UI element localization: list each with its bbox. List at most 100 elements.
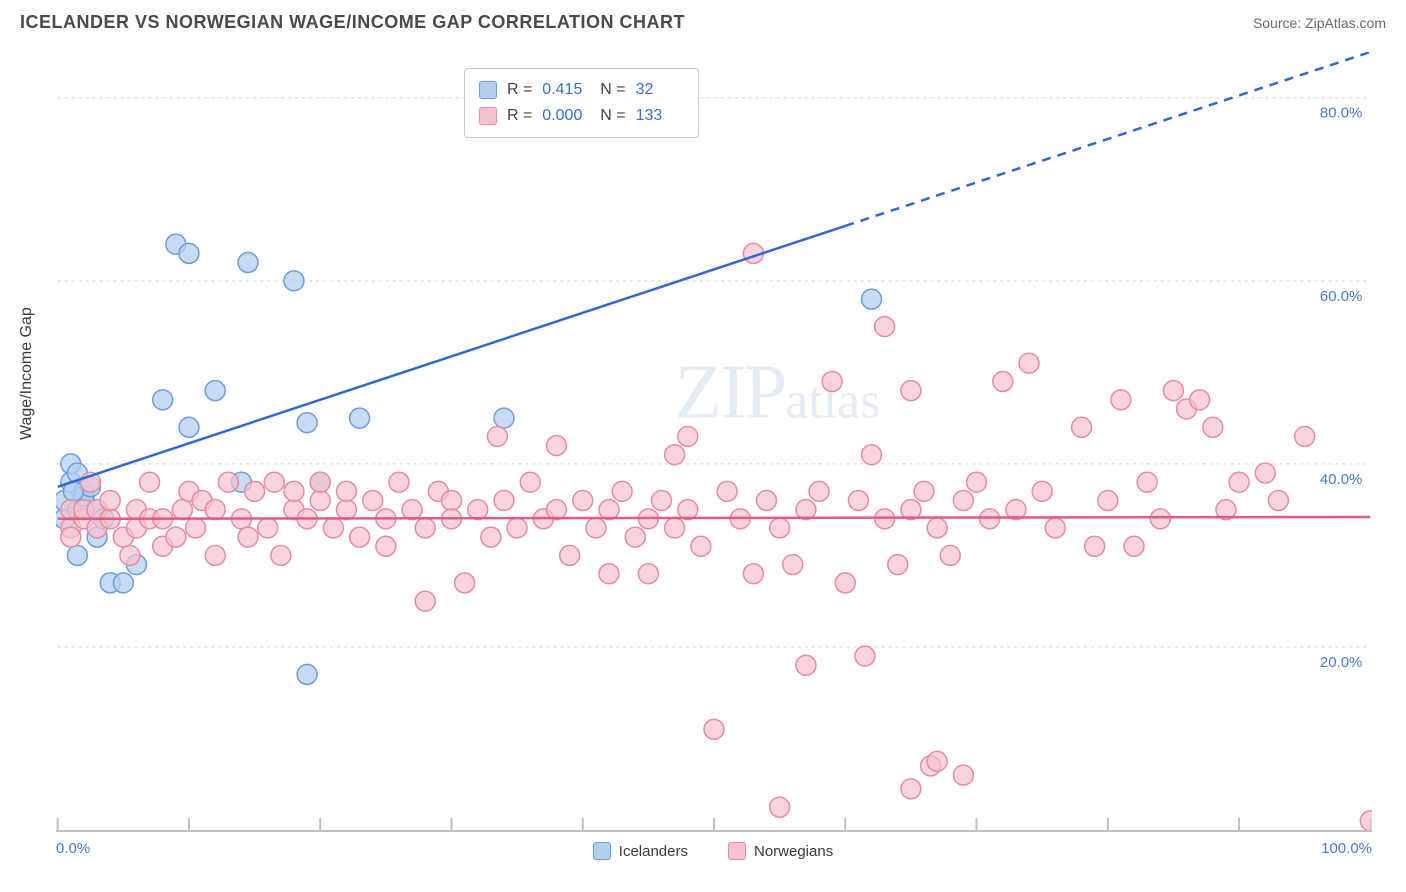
scatter-point — [704, 719, 724, 739]
svg-text:ZIPatlas: ZIPatlas — [675, 349, 881, 435]
scatter-point — [186, 518, 206, 538]
scatter-point — [402, 500, 422, 520]
scatter-point — [415, 591, 435, 611]
scatter-point — [835, 573, 855, 593]
stats-n-value: 32 — [636, 77, 684, 103]
scatter-point — [1085, 536, 1105, 556]
scatter-point — [665, 518, 685, 538]
scatter-point — [264, 472, 284, 492]
scatter-point — [487, 426, 507, 446]
scatter-point — [113, 573, 133, 593]
scatter-point — [678, 426, 698, 446]
scatter-point — [120, 545, 140, 565]
scatter-point — [599, 500, 619, 520]
scatter-point — [61, 527, 81, 547]
scatter-point — [625, 527, 645, 547]
stats-swatch — [479, 107, 497, 125]
svg-text:60.0%: 60.0% — [1320, 288, 1362, 305]
scatter-point — [993, 372, 1013, 392]
page-title: ICELANDER VS NORWEGIAN WAGE/INCOME GAP C… — [20, 12, 685, 33]
scatter-point — [914, 481, 934, 501]
scatter-point — [350, 408, 370, 428]
scatter-point — [599, 564, 619, 584]
scatter-point — [1229, 472, 1249, 492]
scatter-plot-svg: 20.0%40.0%60.0%80.0%ZIPatlas — [56, 52, 1372, 830]
scatter-point — [389, 472, 409, 492]
scatter-point — [238, 253, 258, 273]
scatter-point — [560, 545, 580, 565]
legend-swatch — [728, 842, 746, 860]
legend-item: Norwegians — [728, 842, 833, 860]
scatter-point — [238, 527, 258, 547]
scatter-point — [953, 491, 973, 511]
correlation-chart: 20.0%40.0%60.0%80.0%ZIPatlas — [56, 52, 1372, 832]
scatter-point — [284, 481, 304, 501]
scatter-point — [980, 509, 1000, 529]
scatter-point — [848, 491, 868, 511]
scatter-point — [875, 317, 895, 337]
scatter-point — [468, 500, 488, 520]
stats-r-value: 0.415 — [542, 77, 590, 103]
svg-text:40.0%: 40.0% — [1320, 471, 1362, 488]
scatter-point — [1124, 536, 1144, 556]
scatter-point — [297, 664, 317, 684]
scatter-point — [494, 408, 514, 428]
scatter-point — [67, 545, 87, 565]
scatter-point — [1045, 518, 1065, 538]
scatter-point — [258, 518, 278, 538]
legend-item: Icelanders — [593, 842, 688, 860]
scatter-point — [770, 518, 790, 538]
scatter-point — [1111, 390, 1131, 410]
scatter-point — [376, 536, 396, 556]
scatter-point — [284, 271, 304, 291]
scatter-point — [1098, 491, 1118, 511]
stats-r-value: 0.000 — [542, 103, 590, 129]
scatter-point — [809, 481, 829, 501]
scatter-point — [153, 390, 173, 410]
scatter-point — [953, 765, 973, 785]
scatter-point — [205, 381, 225, 401]
scatter-point — [1203, 417, 1223, 437]
scatter-point — [547, 436, 567, 456]
scatter-point — [678, 500, 698, 520]
scatter-point — [783, 555, 803, 575]
scatter-point — [179, 417, 199, 437]
scatter-point — [442, 491, 462, 511]
scatter-point — [855, 646, 875, 666]
legend-label: Norwegians — [754, 843, 833, 860]
scatter-point — [297, 413, 317, 433]
stats-n-label: N = — [600, 77, 625, 103]
scatter-point — [481, 527, 501, 547]
x-axis-label: 100.0% — [1321, 840, 1372, 857]
scatter-point — [271, 545, 291, 565]
scatter-point — [1268, 491, 1288, 511]
stats-row: R =0.415N =32 — [479, 77, 684, 103]
scatter-point — [927, 751, 947, 771]
scatter-point — [927, 518, 947, 538]
scatter-point — [336, 500, 356, 520]
scatter-point — [100, 491, 120, 511]
scatter-point — [350, 527, 370, 547]
stats-swatch — [479, 81, 497, 99]
svg-text:80.0%: 80.0% — [1320, 105, 1362, 122]
scatter-point — [245, 481, 265, 501]
scatter-point — [757, 491, 777, 511]
scatter-point — [520, 472, 540, 492]
scatter-point — [901, 779, 921, 799]
legend-swatch — [593, 842, 611, 860]
scatter-point — [310, 491, 330, 511]
stats-n-value: 133 — [636, 103, 684, 129]
scatter-point — [1072, 417, 1092, 437]
scatter-point — [1190, 390, 1210, 410]
scatter-point — [507, 518, 527, 538]
stats-box: R =0.415N =32R =0.000N =133 — [464, 68, 699, 138]
scatter-point — [573, 491, 593, 511]
scatter-point — [205, 545, 225, 565]
scatter-point — [665, 445, 685, 465]
scatter-point — [691, 536, 711, 556]
scatter-point — [901, 381, 921, 401]
scatter-point — [822, 372, 842, 392]
scatter-point — [166, 527, 186, 547]
scatter-point — [205, 500, 225, 520]
scatter-point — [323, 518, 343, 538]
